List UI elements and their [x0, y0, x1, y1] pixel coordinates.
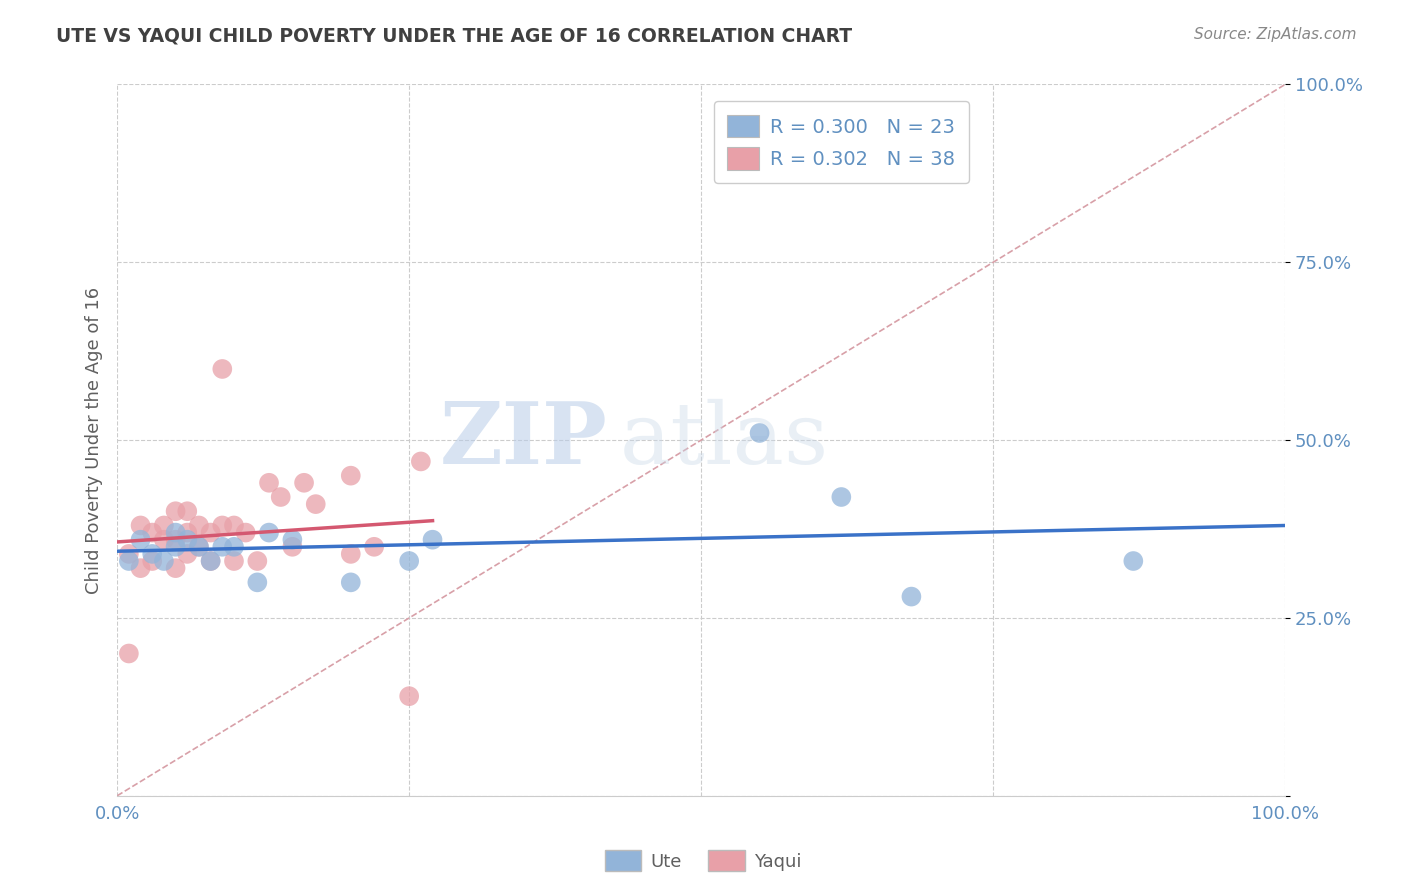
Point: [165, 561, 187, 575]
Point: [748, 425, 770, 440]
Point: [129, 533, 152, 547]
Point: [187, 540, 209, 554]
Point: [153, 554, 176, 568]
Legend: Ute, Yaqui: Ute, Yaqui: [598, 843, 808, 879]
Point: [1122, 554, 1144, 568]
Point: [398, 554, 420, 568]
Point: [830, 490, 852, 504]
Y-axis label: Child Poverty Under the Age of 16: Child Poverty Under the Age of 16: [86, 286, 103, 594]
Point: [176, 525, 198, 540]
Point: [246, 575, 269, 590]
Point: [200, 554, 222, 568]
Point: [176, 547, 198, 561]
Point: [900, 590, 922, 604]
Point: [222, 518, 245, 533]
Point: [222, 540, 245, 554]
Point: [165, 504, 187, 518]
Point: [305, 497, 328, 511]
Text: UTE VS YAQUI CHILD POVERTY UNDER THE AGE OF 16 CORRELATION CHART: UTE VS YAQUI CHILD POVERTY UNDER THE AGE…: [56, 27, 852, 45]
Point: [129, 561, 152, 575]
Point: [235, 525, 257, 540]
Point: [118, 554, 141, 568]
Point: [257, 525, 280, 540]
Text: ZIP: ZIP: [440, 398, 607, 482]
Point: [153, 518, 176, 533]
Point: [176, 504, 198, 518]
Point: [422, 533, 444, 547]
Point: [129, 518, 152, 533]
Point: [211, 518, 233, 533]
Point: [339, 468, 361, 483]
Point: [281, 533, 304, 547]
Point: [292, 475, 315, 490]
Legend: R = 0.300   N = 23, R = 0.302   N = 38: R = 0.300 N = 23, R = 0.302 N = 38: [714, 102, 969, 183]
Point: [211, 540, 233, 554]
Point: [118, 547, 141, 561]
Point: [165, 533, 187, 547]
Point: [363, 540, 385, 554]
Point: [246, 554, 269, 568]
Point: [339, 575, 361, 590]
Point: [187, 518, 209, 533]
Point: [165, 525, 187, 540]
Point: [222, 554, 245, 568]
Point: [409, 454, 432, 468]
Point: [281, 540, 304, 554]
Point: [339, 547, 361, 561]
Point: [141, 554, 163, 568]
Point: [398, 689, 420, 703]
Point: [165, 540, 187, 554]
Text: atlas: atlas: [620, 399, 828, 482]
Point: [187, 540, 209, 554]
Point: [141, 547, 163, 561]
Point: [176, 533, 198, 547]
Text: Source: ZipAtlas.com: Source: ZipAtlas.com: [1194, 27, 1357, 42]
Point: [270, 490, 292, 504]
Point: [141, 525, 163, 540]
Point: [211, 362, 233, 376]
Point: [200, 554, 222, 568]
Point: [200, 525, 222, 540]
Point: [153, 533, 176, 547]
Point: [257, 475, 280, 490]
Point: [118, 647, 141, 661]
